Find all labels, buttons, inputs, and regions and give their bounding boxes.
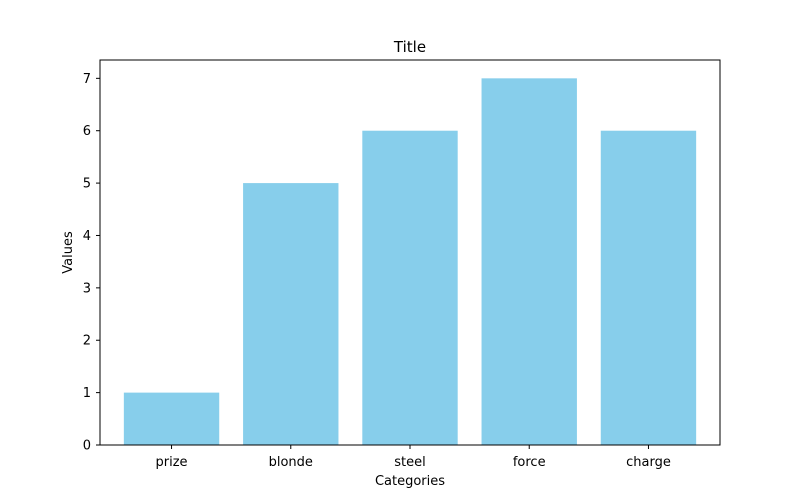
y-tick-label: 0 <box>83 439 91 454</box>
bar-prize <box>123 392 220 445</box>
y-tick-label: 4 <box>83 229 91 244</box>
bar-force <box>481 78 577 445</box>
y-tick-label: 7 <box>83 72 91 87</box>
y-tick-label: 2 <box>83 334 91 349</box>
y-tick-label: 3 <box>83 281 91 296</box>
ticks-layer: prize blonde steel force charge 0 1 2 3 4 5 6 7 <box>83 72 671 470</box>
x-tick-label: force <box>513 455 546 470</box>
bar-charge <box>600 130 697 445</box>
x-tick-label: steel <box>394 455 425 470</box>
plot-frame <box>99 59 721 446</box>
y-axis-title: Values <box>61 231 76 274</box>
bar-blonde <box>243 183 339 445</box>
bar-steel <box>362 130 458 445</box>
y-tick-label: 5 <box>83 177 91 192</box>
x-tick-label: prize <box>156 455 188 470</box>
chart-title: Title <box>393 38 426 56</box>
x-axis-title: Categories <box>375 474 445 489</box>
y-tick-label: 1 <box>83 386 91 401</box>
x-tick-label: blonde <box>269 455 313 470</box>
x-tick-label: charge <box>626 455 671 470</box>
bars-layer <box>123 78 697 445</box>
y-tick-label: 6 <box>83 124 91 139</box>
